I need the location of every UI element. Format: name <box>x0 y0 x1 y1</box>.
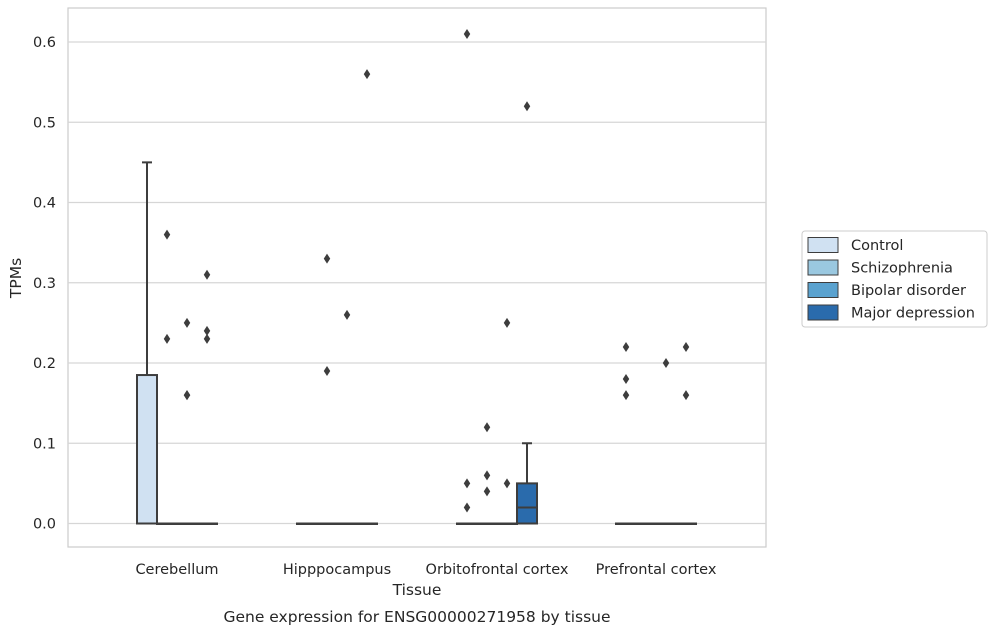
outlier-point <box>463 502 471 513</box>
outlier-point <box>682 390 690 401</box>
box-control <box>456 522 478 525</box>
chart-caption: Gene expression for ENSG00000271958 by t… <box>223 608 610 626</box>
legend: Control Schizophrenia Bipolar disorder Majo… <box>801 230 988 328</box>
box-control <box>296 522 318 525</box>
outlier-point <box>622 341 630 352</box>
x-tick-labels: Cerebellum Hipppocampus Orbitofrontal cort… <box>135 562 716 578</box>
outlier-point <box>483 470 491 481</box>
legend-label: Major depression <box>851 306 975 322</box>
outlier-point <box>203 325 211 336</box>
outlier-point <box>503 478 511 489</box>
outlier-point <box>463 28 471 39</box>
outlier-point <box>622 374 630 385</box>
outlier-point <box>323 253 331 264</box>
box-bipolar-disorder <box>496 522 518 525</box>
outlier-point <box>203 269 211 280</box>
legend-item: Bipolar disorder <box>807 282 966 299</box>
legend-frame <box>801 230 988 328</box>
box-schizophrenia <box>635 522 657 525</box>
outlier-point <box>363 69 371 80</box>
legend-swatch <box>807 304 839 321</box>
outlier-point <box>622 390 630 401</box>
legend-swatch <box>807 237 839 253</box>
outlier-point <box>682 341 690 352</box>
legend-swatch <box>807 259 839 276</box>
x-tick-label: Prefrontal cortex <box>596 562 717 578</box>
outlier-point <box>183 317 191 328</box>
y-tick-label: 0.6 <box>33 35 56 51</box>
grid-lines <box>68 41 766 525</box>
outlier-point <box>343 309 351 320</box>
x-tick-label: Hipppocampus <box>283 562 391 578</box>
x-axis-label: Tissue <box>392 581 442 599</box>
y-tick-label: 0.0 <box>33 517 56 533</box>
y-tick-label: 0.4 <box>33 196 56 212</box>
y-tick-label: 0.2 <box>33 356 56 372</box>
outlier-point <box>163 333 171 344</box>
outlier-point <box>523 101 531 112</box>
y-tick-label: 0.1 <box>33 436 56 452</box>
legend-item: Control <box>807 237 903 254</box>
legend-label: Schizophrenia <box>851 261 953 277</box>
box-major-depression <box>675 522 697 525</box>
legend-item: Schizophrenia <box>807 259 953 277</box>
legend-swatch <box>807 282 839 298</box>
outlier-point <box>662 358 670 368</box>
x-tick-label: Orbitofrontal cortex <box>426 562 569 578</box>
y-tick-label: 0.3 <box>33 276 56 292</box>
box-series <box>136 161 697 525</box>
outlier-points <box>163 28 690 513</box>
outlier-point <box>183 390 191 401</box>
legend-item: Major depression <box>807 304 975 322</box>
box-major-depression <box>196 522 218 525</box>
box-body <box>516 482 538 525</box>
y-tick-label: 0.5 <box>33 115 56 131</box>
outlier-point <box>503 317 511 328</box>
box-schizophrenia <box>156 522 178 525</box>
plot-area <box>67 7 767 548</box>
legend-label: Bipolar disorder <box>851 283 966 299</box>
outlier-point <box>483 422 491 433</box>
box-bipolar-disorder <box>336 522 358 525</box>
box-control <box>136 161 158 525</box>
legend-label: Control <box>851 238 903 254</box>
box-schizophrenia <box>476 522 498 525</box>
legend-items: Control Schizophrenia Bipolar disorder Majo… <box>807 237 975 322</box>
box-bipolar-disorder <box>655 522 677 525</box>
outlier-point <box>323 366 331 377</box>
outlier-point <box>463 478 471 489</box>
outlier-point <box>163 229 171 240</box>
box-body <box>136 374 158 525</box>
box-major-depression <box>356 522 378 525</box>
y-axis-label: TPMs <box>7 258 25 299</box>
x-tick-label: Cerebellum <box>135 562 218 578</box>
box-schizophrenia <box>316 522 338 525</box>
y-tick-labels: 0.0 0.1 0.2 0.3 0.4 0.5 0.6 <box>33 35 56 533</box>
outlier-point <box>483 486 491 497</box>
box-major-depression <box>516 442 538 525</box>
box-control <box>615 522 637 525</box>
outlier-point <box>203 333 211 344</box>
box-bipolar-disorder <box>176 522 198 525</box>
